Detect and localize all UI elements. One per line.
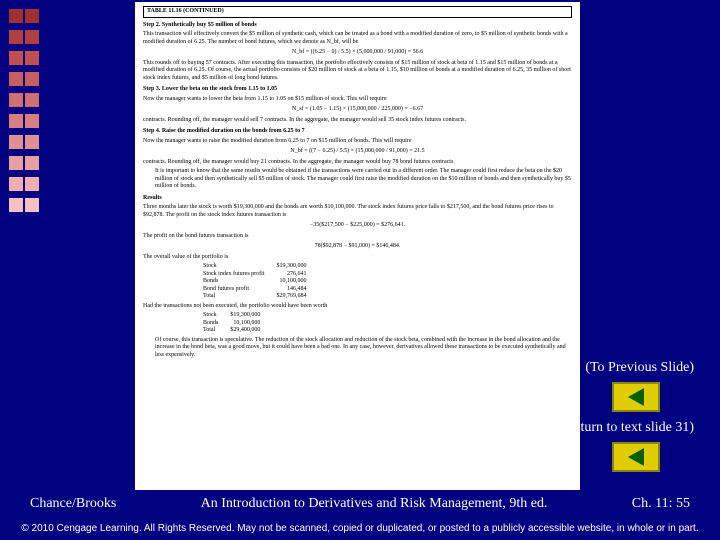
step3-after: contracts. Rounding off, the manager wou… [143, 117, 572, 125]
step3-body: Now the manager wants to lower the beta … [143, 96, 572, 104]
prev-slide-label: (To Previous Slide) [585, 360, 694, 376]
document-page: TABLE 11.16 (CONTINUED) Step 2. Syntheti… [135, 2, 580, 490]
step4-body: Now the manager wants to raise the modif… [143, 138, 572, 146]
portfolio-table-1: Stock$19,300,000Stock index futures prof… [203, 263, 319, 301]
footer-title: An Introduction to Derivatives and Risk … [201, 496, 548, 512]
step2-body: This transaction will effectively conver… [143, 31, 572, 46]
step4-title: Step 4. Raise the modified duration on t… [143, 128, 572, 136]
footer-author: Chance/Brooks [30, 496, 116, 512]
portfolio-table-2: Stock$19,300,000Bonds10,100,000Total$29,… [203, 312, 272, 335]
formula-2: N_sf = (1.05 − 1.15) × (15,000,000 / 225… [143, 106, 572, 114]
formula-4: −35($217,500 − $225,000) = $276,641. [143, 222, 572, 230]
decor-squares: (function(){ const d = JSON.parse(docume… [8, 8, 48, 218]
footer-row: Chance/Brooks An Introduction to Derivat… [0, 496, 720, 512]
copyright-text: © 2010 Cengage Learning. All Rights Rese… [0, 523, 720, 534]
results-title: Results [143, 195, 572, 203]
return-slide-button[interactable] [612, 442, 660, 472]
footer-chapter: Ch. 11: 55 [632, 496, 690, 512]
return-slide-label: (Return to text slide 31) [560, 420, 694, 436]
step3-title: Step 3. Lower the beta on the stock from… [143, 86, 572, 94]
closing-text: Of course, this transaction is speculati… [155, 337, 572, 360]
formula-5: 78($92,878 − $91,000) = $146,484. [143, 243, 572, 251]
had-label: Had the transactions not been executed, … [143, 303, 572, 311]
arrow-left-icon [628, 388, 644, 406]
step2-after: This rounds off to buying 57 contracts. … [143, 60, 572, 83]
arrow-left-icon [628, 448, 644, 466]
results-body2: The profit on the bond futures transacti… [143, 233, 572, 241]
step4-after2: It is important to know that the same re… [155, 168, 572, 191]
step2-title: Step 2. Synthetically buy $5 million of … [143, 22, 572, 30]
formula-3: N_bf = ((7 − 6.25) / 5.5) × (15,000,000 … [143, 148, 572, 156]
results-body: Three months later the stock is worth $1… [143, 204, 572, 219]
table-header: TABLE 11.16 (CONTINUED) [143, 6, 572, 18]
prev-slide-button[interactable] [612, 382, 660, 412]
formula-1: N_bf = ((6.25 − 0) / 5.5) × (5,000,000 /… [143, 49, 572, 57]
step4-after1: contracts. Rounding off, the manager wou… [143, 159, 572, 167]
overall-label: The overall value of the portfolio is [143, 254, 572, 262]
